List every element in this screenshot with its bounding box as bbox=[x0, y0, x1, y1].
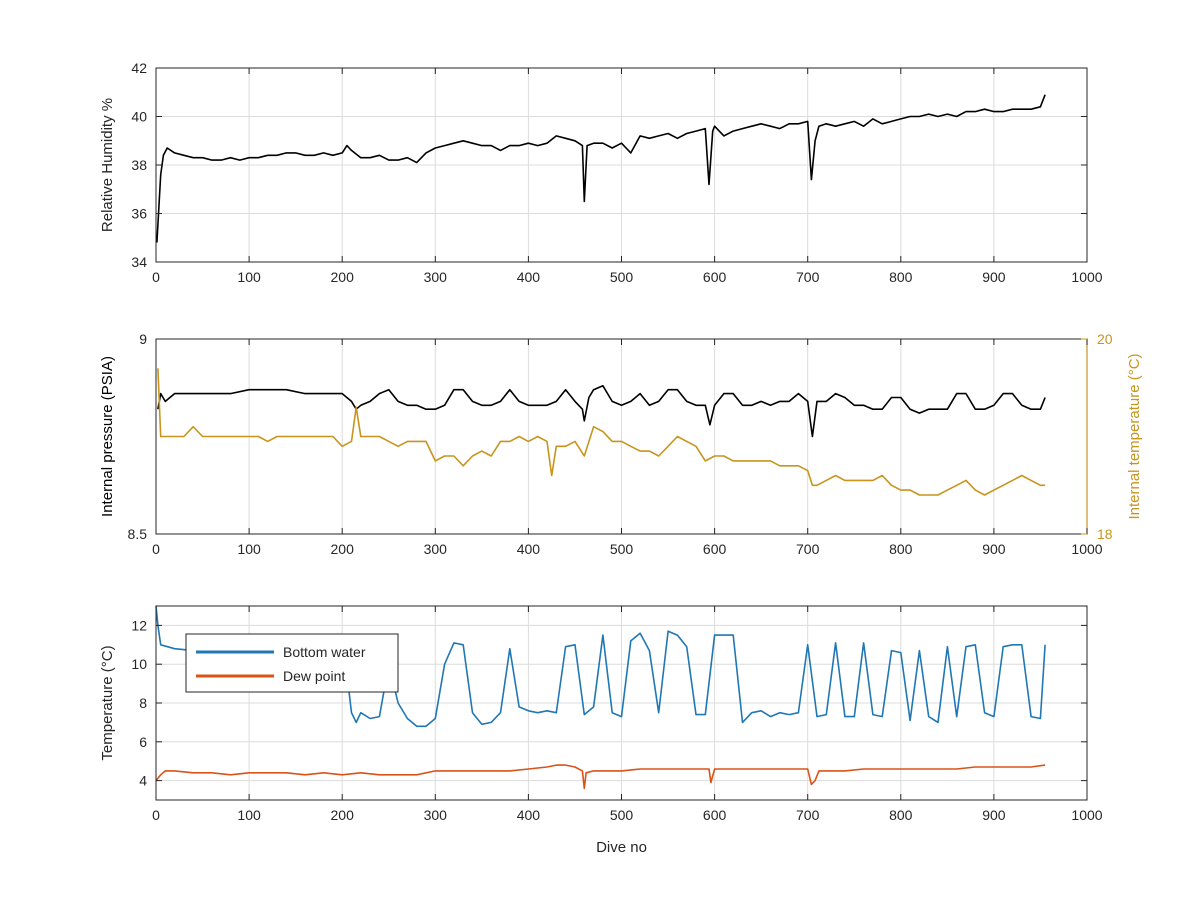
x-tick-label: 100 bbox=[237, 807, 261, 823]
x-tick-label: 0 bbox=[152, 541, 160, 557]
dew-point-line bbox=[155, 764, 1046, 790]
x-tick-label: 600 bbox=[703, 269, 727, 285]
x-tick-label: 1000 bbox=[1071, 541, 1102, 557]
x-tick-label: 200 bbox=[331, 541, 355, 557]
x-tick-label: 800 bbox=[889, 541, 913, 557]
series-line-0 bbox=[156, 94, 1046, 243]
series-line-1 bbox=[157, 368, 1046, 496]
x-tick-label: 800 bbox=[889, 269, 913, 285]
y-tick-label: 40 bbox=[131, 109, 147, 125]
x-tick-label: 200 bbox=[331, 269, 355, 285]
y-tick-label: 9 bbox=[139, 331, 147, 347]
y-tick-label: 8 bbox=[139, 695, 147, 711]
x-tick-label: 400 bbox=[517, 269, 541, 285]
right-y-tick-label: 20 bbox=[1097, 331, 1113, 347]
x-tick-label: 800 bbox=[889, 807, 913, 823]
y-tick-label: 10 bbox=[131, 656, 147, 672]
series-line-0 bbox=[157, 385, 1046, 438]
x-tick-label: 700 bbox=[796, 541, 820, 557]
y-tick-label: 34 bbox=[131, 254, 147, 270]
humidity-panel: 0 100 200 300 400 500 600 700 800 900 1000 34 36 38 40… bbox=[99, 60, 1103, 285]
x-tick-label: 1000 bbox=[1071, 807, 1102, 823]
legend: Bottom water Dew point bbox=[185, 633, 399, 693]
legend-label: Bottom water bbox=[283, 644, 366, 660]
x-tick-label: 300 bbox=[424, 807, 448, 823]
x-tick-label: 900 bbox=[982, 807, 1006, 823]
x-tick-label: 300 bbox=[424, 269, 448, 285]
y-tick-label: 6 bbox=[139, 734, 147, 750]
x-tick-label: 600 bbox=[703, 807, 727, 823]
bottom-water-line bbox=[155, 605, 1046, 728]
x-tick-label: 200 bbox=[331, 807, 355, 823]
y-tick-label: 4 bbox=[139, 773, 147, 789]
y-tick-label: 42 bbox=[131, 60, 147, 76]
y-tick-label: 8.5 bbox=[128, 526, 148, 542]
x-tick-label: 500 bbox=[610, 807, 634, 823]
x-tick-label: 300 bbox=[424, 541, 448, 557]
pressure-temperature-panel: 0 100 200 300 400 500 600 700 800 900 1000 8.5 9 18 20… bbox=[99, 331, 1143, 557]
right-y-tick-label: 18 bbox=[1097, 526, 1113, 542]
water-dewpoint-temperature-panel: 0 100 200 300 400 500 600 700 800 900 1000 4 6 8 10 12 T… bbox=[99, 605, 1103, 856]
x-tick-label: 0 bbox=[152, 807, 160, 823]
y-axis-label: Internal pressure (PSIA) bbox=[99, 356, 116, 517]
legend-label: Dew point bbox=[283, 668, 345, 684]
y-axis-label: Temperature (°C) bbox=[99, 645, 116, 760]
x-tick-label: 100 bbox=[237, 269, 261, 285]
x-tick-label: 100 bbox=[237, 541, 261, 557]
x-tick-label: 0 bbox=[152, 269, 160, 285]
y-tick-label: 38 bbox=[131, 157, 147, 173]
y-axis-label: Relative Humidity % bbox=[99, 98, 116, 232]
x-tick-label: 400 bbox=[517, 541, 541, 557]
x-tick-label: 600 bbox=[703, 541, 727, 557]
y-tick-label: 12 bbox=[131, 617, 147, 633]
x-tick-label: 700 bbox=[796, 807, 820, 823]
x-tick-label: 500 bbox=[610, 541, 634, 557]
legend-box bbox=[185, 633, 399, 693]
right-y-axis-label: Internal temperature (°C) bbox=[1126, 353, 1143, 519]
y-tick-label: 36 bbox=[131, 206, 147, 222]
x-axis-label: Dive no bbox=[596, 839, 647, 856]
x-tick-label: 1000 bbox=[1071, 269, 1102, 285]
x-tick-label: 500 bbox=[610, 269, 634, 285]
x-tick-label: 900 bbox=[982, 541, 1006, 557]
x-tick-label: 900 bbox=[982, 269, 1006, 285]
x-tick-label: 400 bbox=[517, 807, 541, 823]
x-tick-label: 700 bbox=[796, 269, 820, 285]
